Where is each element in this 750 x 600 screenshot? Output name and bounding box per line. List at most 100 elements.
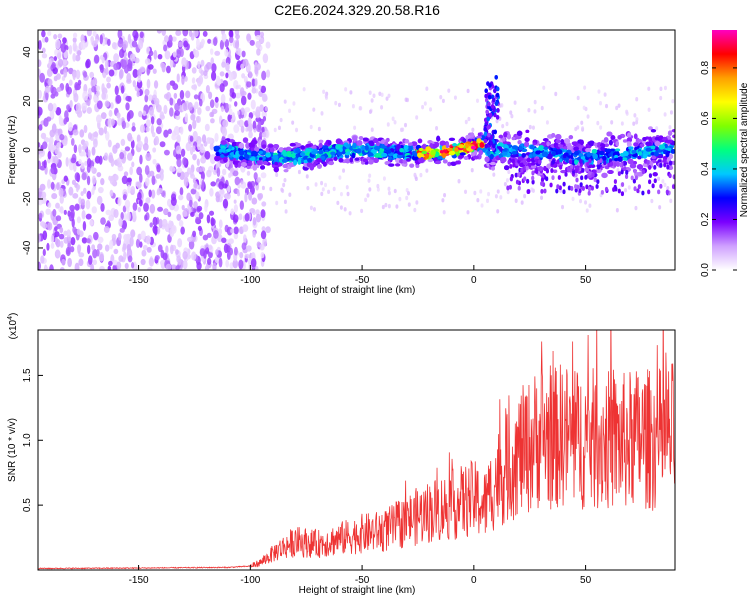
spectrogram-cell	[568, 135, 574, 140]
spectrogram-cell	[192, 119, 197, 130]
spectrogram-cell	[261, 144, 267, 149]
spectrogram-cell	[206, 257, 212, 266]
spectrogram-cell	[220, 93, 226, 104]
spectrogram-cell	[53, 34, 58, 40]
y-tick-label: -40	[22, 240, 33, 255]
spectrogram-cell	[671, 128, 675, 133]
spectrogram-cell	[604, 148, 611, 153]
spectrogram-cell	[515, 179, 520, 185]
spectrogram-cell	[632, 178, 636, 184]
spectrogram-cell	[124, 146, 131, 152]
spectrogram-cell	[405, 187, 409, 193]
spectrogram-cell	[586, 114, 590, 119]
spectrogram-cell	[441, 198, 445, 203]
spectrogram-cell	[142, 143, 149, 151]
spectrogram-cell	[169, 166, 176, 172]
spectrogram-cell	[172, 83, 179, 91]
spectrogram-cell	[249, 39, 255, 46]
spectrogram-cell	[68, 44, 73, 55]
spectrogram-cell	[599, 158, 603, 164]
spectrogram-cell	[71, 218, 75, 228]
spectrogram-cell	[231, 92, 237, 99]
spectrogram-cell	[256, 48, 261, 56]
spectrogram-cell	[174, 102, 180, 112]
spectrogram-cell	[617, 171, 621, 177]
spectrogram-cell	[121, 120, 126, 130]
spectrogram-cell	[672, 174, 675, 180]
spectrogram-cell	[559, 164, 563, 170]
spectrogram-cell	[540, 177, 545, 183]
spectrogram-cell	[527, 107, 531, 113]
spectrogram-cell	[483, 126, 487, 132]
spectrogram-cell	[575, 177, 579, 183]
spectrogram-cell	[206, 214, 211, 224]
spectrogram-cell	[108, 109, 113, 117]
spectrogram-cell	[448, 150, 456, 156]
spectrogram-cell	[250, 146, 255, 152]
spectrogram-cell	[658, 144, 666, 150]
spectrogram-cell	[606, 131, 613, 137]
spectrogram-cell	[336, 200, 340, 206]
spectrogram-cell	[320, 191, 324, 197]
spectrogram-cell	[261, 156, 266, 160]
spectrogram-cell	[338, 175, 342, 180]
spectrogram-cell	[320, 180, 324, 186]
spectrogram-cell	[393, 120, 397, 125]
spectrogram-cell	[558, 185, 562, 191]
spectrogram-cell	[148, 257, 155, 267]
spectrogram-cell	[157, 104, 162, 113]
spectrogram-cell	[67, 257, 72, 268]
spectrogram-cell	[669, 110, 673, 115]
x-tick-label: 50	[580, 575, 592, 586]
spectrogram-cell	[196, 205, 203, 212]
spectrogram-cell	[76, 244, 82, 252]
spectrogram-cell	[72, 70, 76, 81]
spectrogram-cell	[181, 204, 185, 211]
spectrogram-cell	[586, 151, 592, 158]
spectrogram-cell	[537, 159, 542, 165]
spectrogram-cell	[415, 115, 419, 120]
spectrogram-cell	[470, 168, 474, 173]
spectrogram-cell	[131, 262, 135, 269]
spectrogram-cell	[543, 146, 549, 150]
spectrogram-cell	[372, 138, 379, 144]
spectrogram-cell	[245, 127, 249, 132]
spectrogram-cell	[52, 208, 57, 217]
colorbar-tick-label: 0.6	[700, 111, 711, 125]
spectrogram-cell	[129, 53, 136, 62]
spectrogram-cell	[265, 41, 271, 49]
spectrogram-cell	[47, 30, 52, 37]
spectrogram-cell	[228, 71, 234, 81]
spectrogram-cell	[201, 134, 207, 144]
spectrogram-cell	[247, 162, 251, 167]
spectrogram-cell	[228, 36, 234, 44]
spectrogram-cell	[608, 139, 613, 146]
spectrogram-cell	[59, 134, 65, 141]
spectrogram-cell	[600, 146, 605, 151]
spectrogram-cell	[641, 169, 646, 175]
spectrogram-cell	[580, 175, 584, 181]
spectrogram-cell	[221, 148, 226, 153]
spectrogram-cell	[156, 164, 161, 173]
spectrogram-cell	[399, 159, 404, 164]
spectrogram-cell	[564, 171, 568, 177]
spectrogram-cell	[149, 170, 155, 177]
spectrogram-cell	[65, 156, 69, 167]
spectrogram-cell	[368, 173, 372, 178]
spectrogram-cell	[409, 163, 415, 168]
spectrogram-cell	[42, 197, 47, 204]
spectrogram-cell	[176, 73, 180, 83]
spectrogram-cell	[494, 194, 498, 199]
spectrogram-cell	[663, 182, 667, 188]
spectrogram-cell	[261, 131, 267, 138]
spectrogram-cell	[261, 111, 267, 118]
spectrogram-cell	[404, 122, 408, 128]
spectrogram-cell	[130, 229, 136, 238]
spectrogram-cell	[254, 146, 260, 152]
spectrogram-cell	[235, 92, 241, 99]
spectrogram-cell	[212, 169, 217, 176]
colorbar-tick-label: 0.4	[700, 162, 711, 176]
spectrogram-cell	[193, 201, 198, 209]
spectrogram-cell	[520, 167, 524, 173]
spectrogram-cell	[202, 234, 209, 241]
